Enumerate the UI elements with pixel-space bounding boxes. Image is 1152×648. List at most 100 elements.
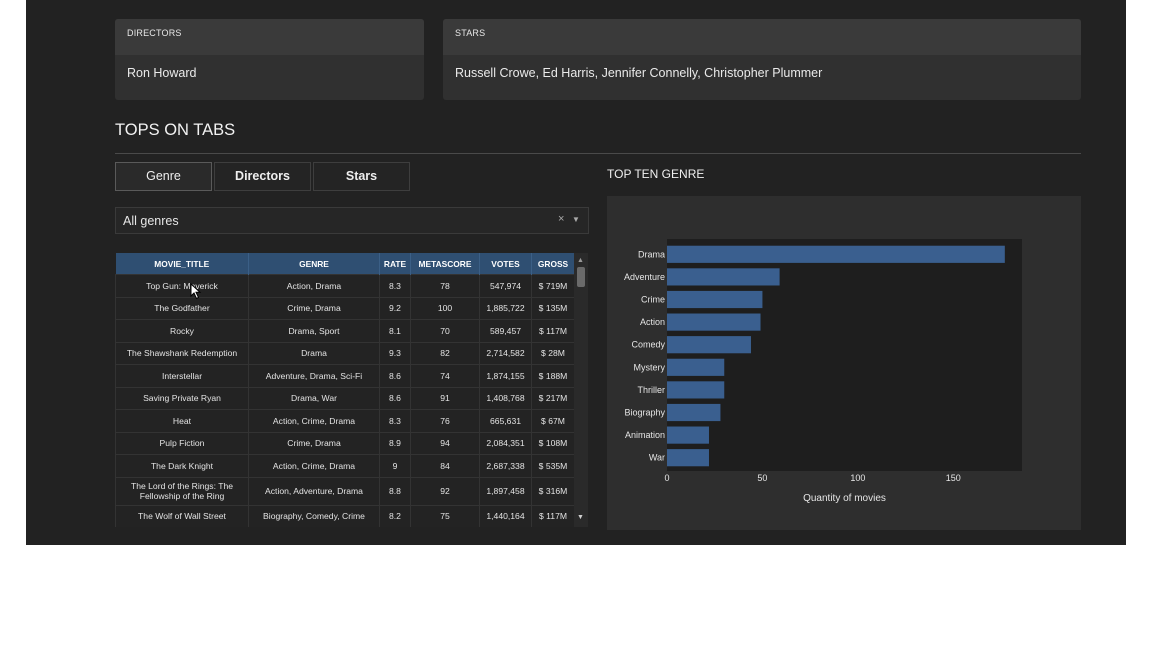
table-cell-metascore[interactable]: 91 [410, 386, 480, 410]
table-cell-metascore[interactable]: 74 [410, 364, 480, 388]
column-header-movie-title[interactable]: MOVIE_TITLE [115, 253, 249, 275]
scroll-down-icon[interactable]: ▼ [577, 514, 584, 521]
table-row[interactable]: The Lord of the Rings: The Fellowship of… [115, 476, 575, 506]
table-cell-rate[interactable]: 8.6 [379, 364, 411, 388]
table-cell-rate[interactable]: 9 [379, 454, 411, 478]
table-cell-movie-title[interactable]: The Lord of the Rings: The Fellowship of… [115, 476, 249, 506]
table-cell-rate[interactable]: 8.6 [379, 386, 411, 410]
table-row[interactable]: Top Gun: Maverick Action, Drama 8.3 78 547,9… [115, 274, 575, 298]
table-cell-metascore[interactable]: 92 [410, 476, 480, 506]
table-cell-movie-title[interactable]: Interstellar [115, 364, 249, 388]
table-cell-votes[interactable]: 665,631 [479, 409, 532, 433]
table-cell-genre[interactable]: Action, Adventure, Drama [248, 476, 380, 506]
table-cell-gross[interactable]: $ 316M [531, 476, 575, 506]
bar-adventure[interactable] [667, 268, 780, 286]
table-row[interactable]: The Godfather Crime, Drama 9.2 100 1,885,722… [115, 296, 575, 320]
table-cell-genre[interactable]: Action, Crime, Drama [248, 454, 380, 478]
table-cell-rate[interactable]: 9.2 [379, 296, 411, 320]
table-cell-gross[interactable]: $ 719M [531, 274, 575, 298]
table-cell-rate[interactable]: 8.1 [379, 319, 411, 343]
table-cell-genre[interactable]: Drama, War [248, 386, 380, 410]
bar-thriller[interactable] [667, 381, 725, 399]
table-cell-rate[interactable]: 8.2 [379, 504, 411, 527]
table-cell-rate[interactable]: 8.9 [379, 431, 411, 455]
table-cell-votes[interactable]: 2,714,582 [479, 341, 532, 365]
bar-action[interactable] [667, 313, 761, 331]
table-cell-metascore[interactable]: 70 [410, 319, 480, 343]
table-row[interactable]: Rocky Drama, Sport 8.1 70 589,457 $ 117M [115, 319, 575, 343]
table-cell-movie-title[interactable]: The Dark Knight [115, 454, 249, 478]
table-cell-gross[interactable]: $ 535M [531, 454, 575, 478]
table-cell-metascore[interactable]: 94 [410, 431, 480, 455]
table-row[interactable]: Interstellar Adventure, Drama, Sci-Fi 8.6 7… [115, 364, 575, 388]
table-row[interactable]: Heat Action, Crime, Drama 8.3 76 665,631 $ 67… [115, 409, 575, 433]
table-cell-gross[interactable]: $ 188M [531, 364, 575, 388]
table-cell-movie-title[interactable]: Rocky [115, 319, 249, 343]
table-cell-metascore[interactable]: 82 [410, 341, 480, 365]
table-cell-gross[interactable]: $ 135M [531, 296, 575, 320]
table-cell-gross[interactable]: $ 117M [531, 504, 575, 527]
table-cell-votes[interactable]: 1,440,164 [479, 504, 532, 527]
table-row[interactable]: Saving Private Ryan Drama, War 8.6 91 1,408,… [115, 386, 575, 410]
scroll-up-icon[interactable]: ▲ [577, 257, 584, 264]
table-cell-genre[interactable]: Action, Drama [248, 274, 380, 298]
bar-crime[interactable] [667, 290, 763, 309]
table-cell-votes[interactable]: 1,885,722 [479, 296, 532, 320]
table-cell-genre[interactable]: Crime, Drama [248, 431, 380, 455]
table-cell-genre[interactable]: Crime, Drama [248, 296, 380, 320]
chevron-down-icon[interactable]: ▼ [572, 215, 580, 224]
table-cell-movie-title[interactable]: The Godfather [115, 296, 249, 320]
genre-dropdown[interactable]: All genres × ▼ [115, 207, 589, 234]
bar-comedy[interactable] [667, 336, 751, 354]
table-cell-movie-title[interactable]: The Wolf of Wall Street [115, 504, 249, 527]
table-cell-rate[interactable]: 8.3 [379, 409, 411, 433]
table-cell-rate[interactable]: 8.3 [379, 274, 411, 298]
table-cell-gross[interactable]: $ 28M [531, 341, 575, 365]
table-row[interactable]: Pulp Fiction Crime, Drama 8.9 94 2,084,351 $ … [115, 431, 575, 455]
table-cell-rate[interactable]: 8.8 [379, 476, 411, 506]
table-cell-genre[interactable]: Action, Crime, Drama [248, 409, 380, 433]
table-cell-genre[interactable]: Drama [248, 341, 380, 365]
table-cell-movie-title[interactable]: The Shawshank Redemption [115, 341, 249, 365]
table-scrollbar[interactable]: ▲ ▼ [574, 253, 588, 527]
table-cell-metascore[interactable]: 76 [410, 409, 480, 433]
table-cell-gross[interactable]: $ 108M [531, 431, 575, 455]
table-cell-metascore[interactable]: 84 [410, 454, 480, 478]
column-header-votes[interactable]: VOTES [479, 253, 532, 275]
table-cell-genre[interactable]: Drama, Sport [248, 319, 380, 343]
table-cell-metascore[interactable]: 100 [410, 296, 480, 320]
table-cell-movie-title[interactable]: Top Gun: Maverick [115, 274, 249, 298]
table-row[interactable]: The Wolf of Wall Street Biography, Comedy… [115, 504, 575, 527]
bar-animation[interactable] [667, 426, 709, 444]
scrollbar-thumb[interactable] [577, 267, 585, 287]
table-cell-votes[interactable]: 1,874,155 [479, 364, 532, 388]
table-cell-gross[interactable]: $ 117M [531, 319, 575, 343]
table-cell-movie-title[interactable]: Heat [115, 409, 249, 433]
column-header-metascore[interactable]: METASCORE [410, 253, 480, 275]
table-cell-movie-title[interactable]: Pulp Fiction [115, 431, 249, 455]
table-cell-votes[interactable]: 2,687,338 [479, 454, 532, 478]
bar-biography[interactable] [667, 403, 721, 422]
table-cell-genre[interactable]: Adventure, Drama, Sci-Fi [248, 364, 380, 388]
table-cell-genre[interactable]: Biography, Comedy, Crime [248, 504, 380, 527]
tab-genre[interactable]: Genre [115, 162, 212, 191]
table-cell-rate[interactable]: 9.3 [379, 341, 411, 365]
bar-drama[interactable] [667, 245, 1005, 263]
column-header-genre[interactable]: GENRE [248, 253, 380, 275]
table-row[interactable]: The Dark Knight Action, Crime, Drama 9 84 2,… [115, 454, 575, 478]
table-cell-movie-title[interactable]: Saving Private Ryan [115, 386, 249, 410]
table-row[interactable]: The Shawshank Redemption Drama 9.3 82 2,714,… [115, 341, 575, 365]
table-cell-gross[interactable]: $ 67M [531, 409, 575, 433]
table-cell-metascore[interactable]: 75 [410, 504, 480, 527]
clear-icon[interactable]: × [558, 213, 565, 225]
bar-mystery[interactable] [667, 358, 725, 376]
table-cell-gross[interactable]: $ 217M [531, 386, 575, 410]
column-header-gross[interactable]: GROSS [531, 253, 575, 275]
column-header-rate[interactable]: RATE [379, 253, 411, 275]
tab-stars[interactable]: Stars [313, 162, 410, 191]
table-cell-metascore[interactable]: 78 [410, 274, 480, 298]
table-cell-votes[interactable]: 1,897,458 [479, 476, 532, 506]
table-cell-votes[interactable]: 1,408,768 [479, 386, 532, 410]
bar-war[interactable] [667, 449, 709, 467]
table-cell-votes[interactable]: 589,457 [479, 319, 532, 343]
